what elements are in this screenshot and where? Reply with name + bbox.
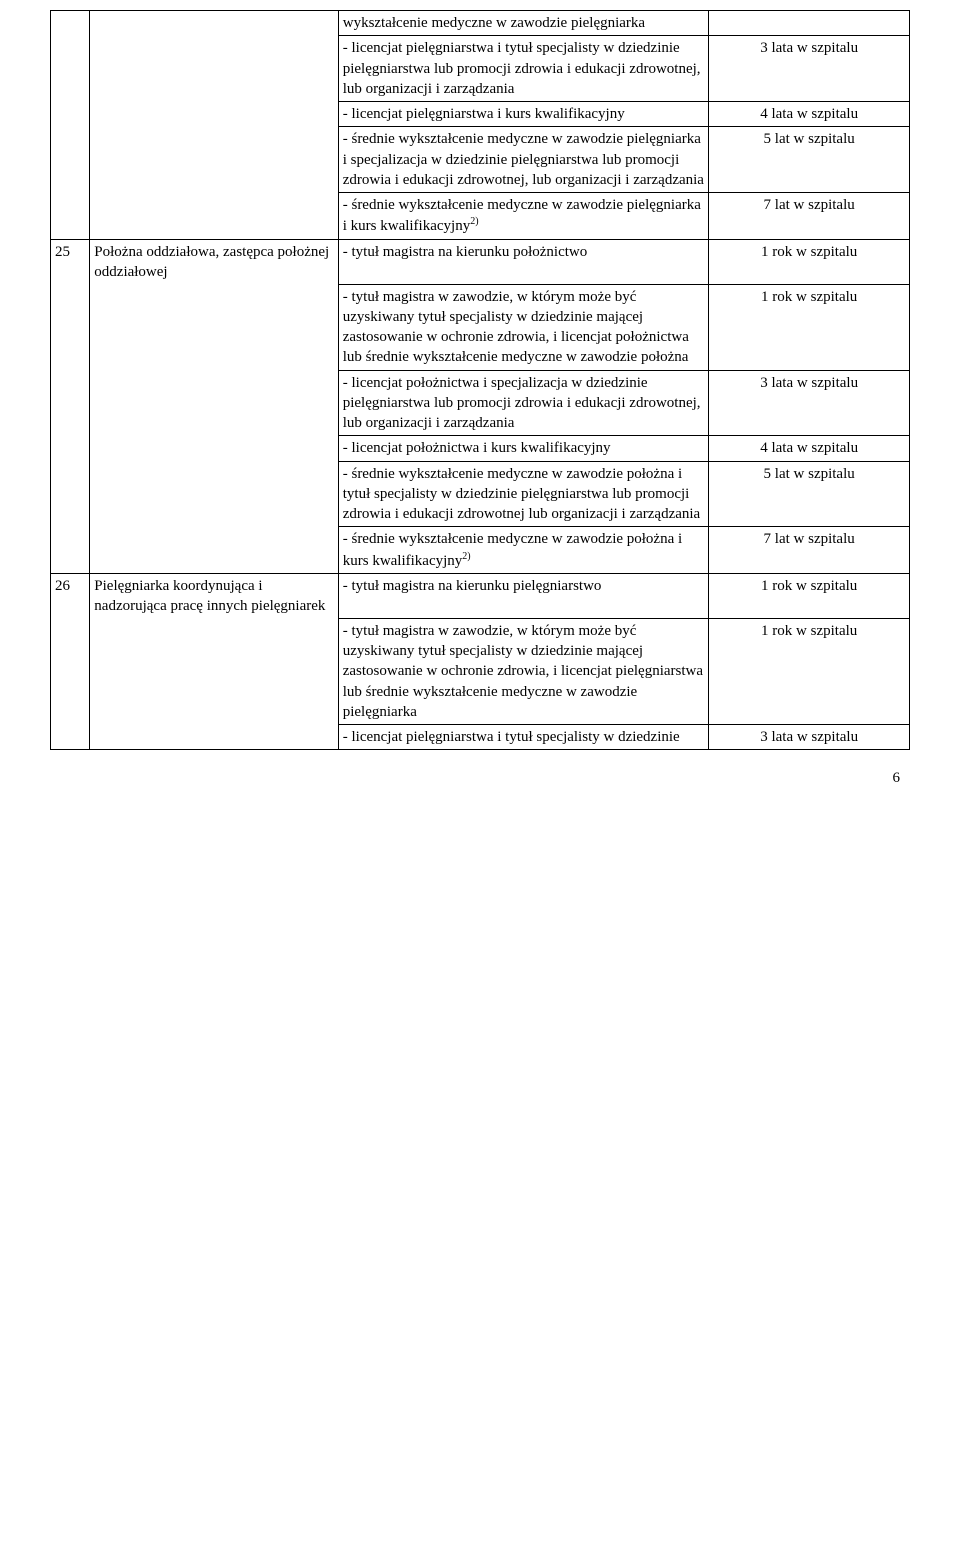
table-row: - licencjat pielęgniarstwa i tytuł specj… xyxy=(51,36,910,102)
row-description: - tytuł magistra w zawodzie, w którym mo… xyxy=(338,284,709,370)
row-number xyxy=(51,618,90,724)
row-number xyxy=(51,527,90,574)
table-row: wykształcenie medyczne w zawodzie pielęg… xyxy=(51,11,910,36)
row-number xyxy=(51,11,90,36)
table-row: 25Położna oddziałowa, zastępca położnej … xyxy=(51,239,910,284)
qualifications-table: wykształcenie medyczne w zawodzie pielęg… xyxy=(50,10,910,750)
row-title xyxy=(90,618,338,724)
row-number xyxy=(51,370,90,436)
row-title xyxy=(90,102,338,127)
row-number xyxy=(51,436,90,461)
table-row: - średnie wykształcenie medyczne w zawod… xyxy=(51,127,910,193)
row-number xyxy=(51,127,90,193)
row-years: 7 lat w szpitalu xyxy=(709,527,910,574)
row-title: Pielęgniarka koordynująca i nadzorująca … xyxy=(90,573,338,618)
row-number xyxy=(51,36,90,102)
row-description: - licencjat pielęgniarstwa i tytuł specj… xyxy=(338,36,709,102)
table-row: - licencjat położnictwa i kurs kwalifika… xyxy=(51,436,910,461)
table-row: - licencjat położnictwa i specjalizacja … xyxy=(51,370,910,436)
row-number xyxy=(51,725,90,750)
row-title xyxy=(90,284,338,370)
row-title xyxy=(90,370,338,436)
row-description: - tytuł magistra w zawodzie, w którym mo… xyxy=(338,618,709,724)
row-years: 3 lata w szpitalu xyxy=(709,370,910,436)
row-number: 26 xyxy=(51,573,90,618)
table-row: - tytuł magistra w zawodzie, w którym mo… xyxy=(51,284,910,370)
row-years: 3 lata w szpitalu xyxy=(709,36,910,102)
row-number xyxy=(51,193,90,240)
row-number xyxy=(51,284,90,370)
row-description: - tytuł magistra na kierunku pielęgniars… xyxy=(338,573,709,618)
row-description: - tytuł magistra na kierunku położnictwo xyxy=(338,239,709,284)
row-description: - licencjat położnictwa i kurs kwalifika… xyxy=(338,436,709,461)
row-title xyxy=(90,436,338,461)
table-row: - średnie wykształcenie medyczne w zawod… xyxy=(51,461,910,527)
table-row: 26Pielęgniarka koordynująca i nadzorując… xyxy=(51,573,910,618)
row-years: 1 rok w szpitalu xyxy=(709,284,910,370)
table-row: - tytuł magistra w zawodzie, w którym mo… xyxy=(51,618,910,724)
table-row: - średnie wykształcenie medyczne w zawod… xyxy=(51,527,910,574)
row-years: 4 lata w szpitalu xyxy=(709,102,910,127)
row-description: - średnie wykształcenie medyczne w zawod… xyxy=(338,461,709,527)
row-years xyxy=(709,11,910,36)
row-years: 1 rok w szpitalu xyxy=(709,573,910,618)
page-number: 6 xyxy=(0,770,900,787)
row-title xyxy=(90,461,338,527)
row-number xyxy=(51,102,90,127)
row-title xyxy=(90,193,338,240)
row-description: - licencjat pielęgniarstwa i kurs kwalif… xyxy=(338,102,709,127)
row-number: 25 xyxy=(51,239,90,284)
row-description: - średnie wykształcenie medyczne w zawod… xyxy=(338,127,709,193)
row-number xyxy=(51,461,90,527)
row-years: 5 lat w szpitalu xyxy=(709,127,910,193)
row-description: wykształcenie medyczne w zawodzie pielęg… xyxy=(338,11,709,36)
row-years: 5 lat w szpitalu xyxy=(709,461,910,527)
row-title xyxy=(90,527,338,574)
row-years: 7 lat w szpitalu xyxy=(709,193,910,240)
row-description: - licencjat pielęgniarstwa i tytuł specj… xyxy=(338,725,709,750)
row-description: - licencjat położnictwa i specjalizacja … xyxy=(338,370,709,436)
row-title xyxy=(90,36,338,102)
table-row: - licencjat pielęgniarstwa i tytuł specj… xyxy=(51,725,910,750)
row-description: - średnie wykształcenie medyczne w zawod… xyxy=(338,193,709,240)
row-years: 1 rok w szpitalu xyxy=(709,239,910,284)
row-years: 3 lata w szpitalu xyxy=(709,725,910,750)
table-row: - licencjat pielęgniarstwa i kurs kwalif… xyxy=(51,102,910,127)
row-years: 4 lata w szpitalu xyxy=(709,436,910,461)
row-years: 1 rok w szpitalu xyxy=(709,618,910,724)
row-title xyxy=(90,127,338,193)
row-title xyxy=(90,725,338,750)
row-title: Położna oddziałowa, zastępca położnej od… xyxy=(90,239,338,284)
row-description: - średnie wykształcenie medyczne w zawod… xyxy=(338,527,709,574)
row-title xyxy=(90,11,338,36)
table-row: - średnie wykształcenie medyczne w zawod… xyxy=(51,193,910,240)
